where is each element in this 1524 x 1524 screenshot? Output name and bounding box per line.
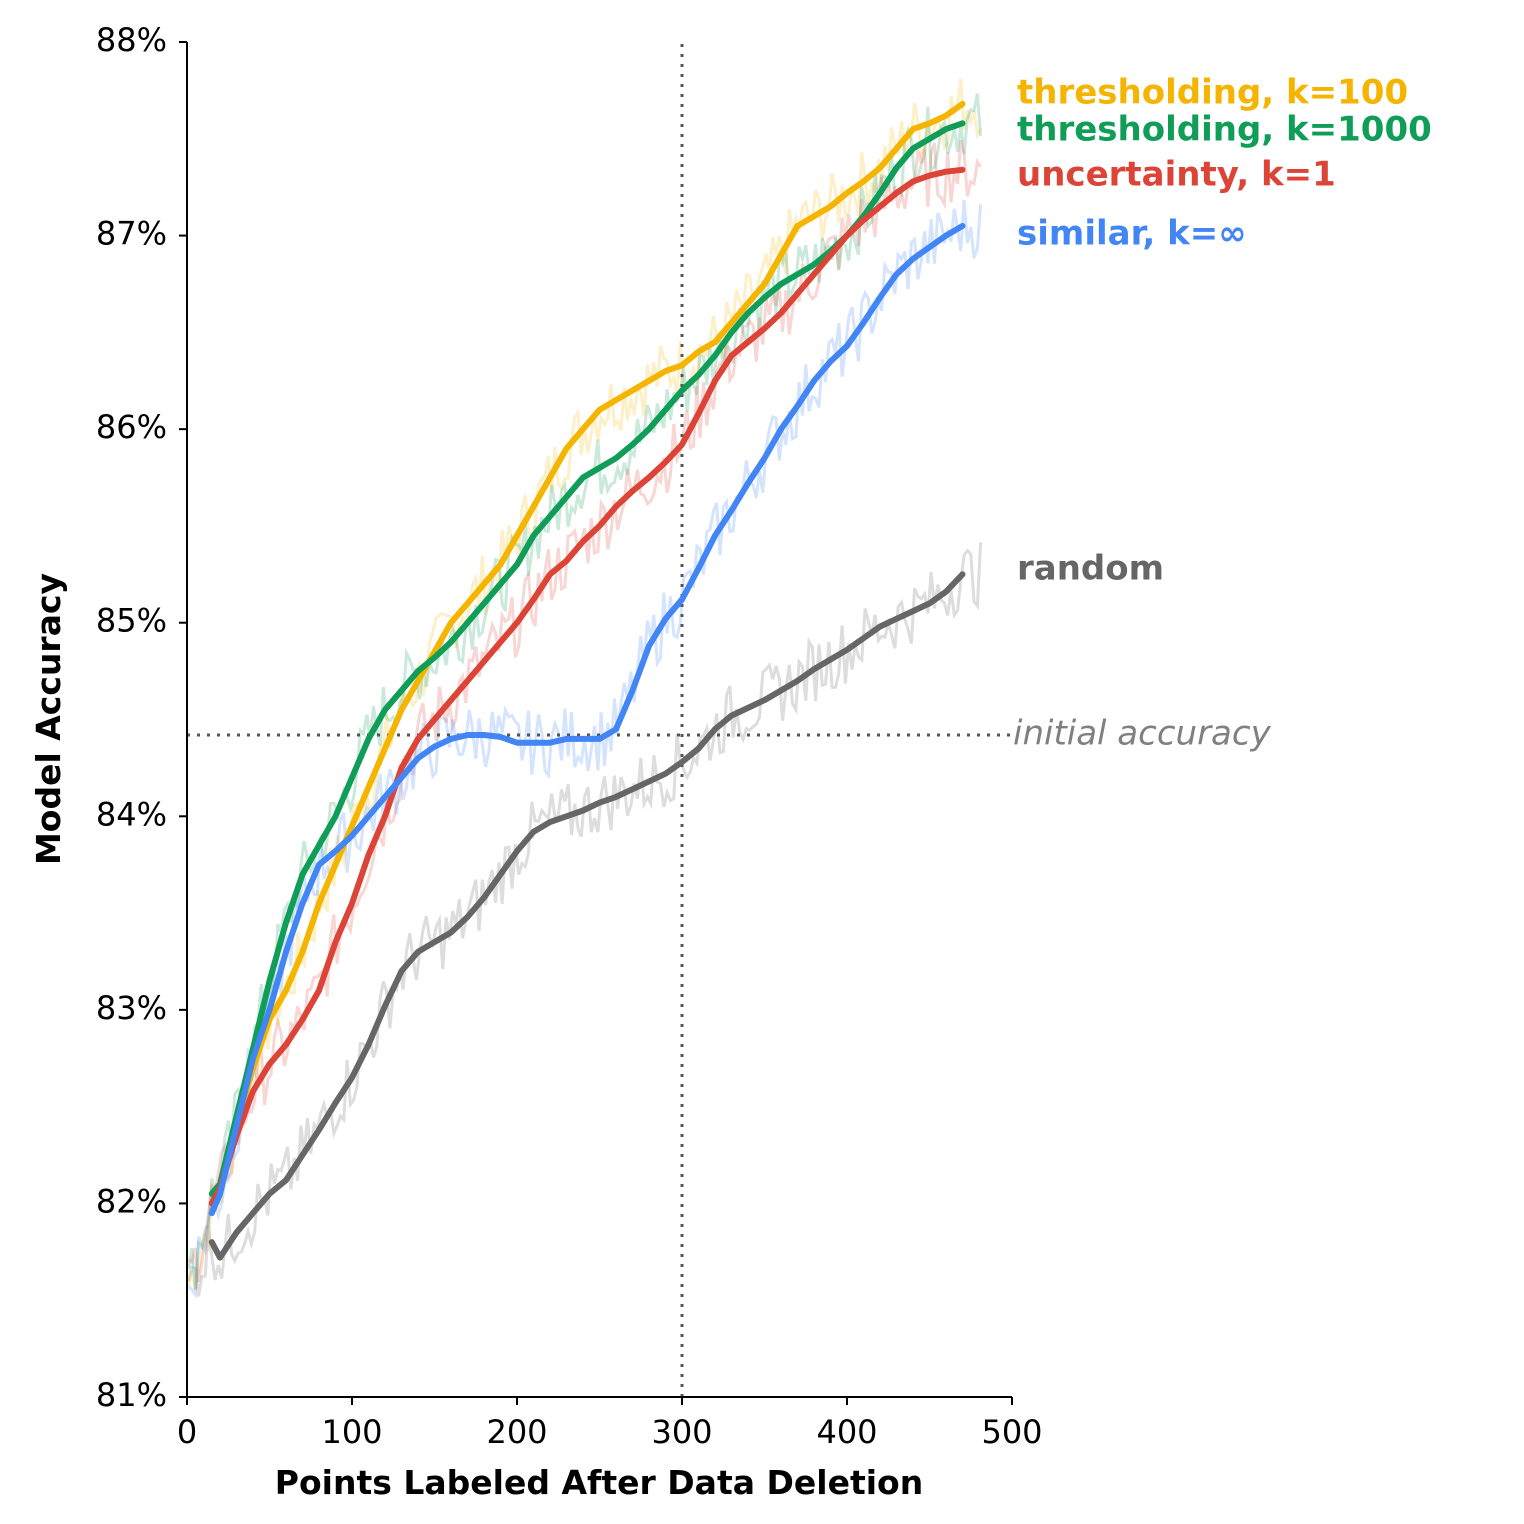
x-axis-title: Points Labeled After Data Deletion — [275, 1463, 923, 1502]
x-tick-label: 200 — [486, 1413, 547, 1451]
reference-lines: initial accuracy — [187, 44, 1272, 1397]
x-tick-label: 100 — [321, 1413, 382, 1451]
series-line-4 — [208, 571, 966, 1261]
noise-layer — [187, 78, 983, 1300]
series-label-4: random — [1017, 549, 1164, 589]
y-tick-label: 88% — [96, 21, 167, 59]
noise-trace-2 — [187, 139, 982, 1283]
series-label-2: uncertainty, k=1 — [1017, 155, 1336, 195]
series-label-3: similar, k=∞ — [1017, 214, 1247, 254]
y-tick-label: 83% — [96, 989, 167, 1027]
x-tick-label: 300 — [651, 1413, 712, 1451]
y-tick-label: 85% — [96, 602, 167, 640]
y-tick-label: 87% — [96, 215, 167, 253]
series-label-0: thresholding, k=100 — [1017, 73, 1408, 113]
y-tick-label: 81% — [96, 1376, 167, 1414]
axes: 81% 82% 83% 84% 85% 86% 87% 88% 0 100 200 300 400 500 — [96, 21, 1043, 1451]
series-line-0 — [208, 100, 966, 1217]
x-tick-label: 500 — [981, 1413, 1042, 1451]
series-line-3 — [208, 222, 966, 1217]
noise-trace-4 — [187, 542, 983, 1297]
y-tick-label: 86% — [96, 408, 167, 446]
noise-trace-1 — [187, 93, 983, 1290]
x-tick-label: 400 — [816, 1413, 877, 1451]
series-line-2 — [208, 166, 966, 1207]
y-axis-title: Model Accuracy — [29, 573, 68, 865]
noise-trace-0 — [187, 78, 982, 1291]
series-label-1: thresholding, k=1000 — [1017, 110, 1432, 150]
y-tick-label: 82% — [96, 1182, 167, 1220]
series-lines — [208, 100, 966, 1261]
y-tick-label: 84% — [96, 795, 167, 833]
x-tick-label: 0 — [177, 1413, 197, 1451]
initial-accuracy-label: initial accuracy — [1013, 713, 1272, 753]
